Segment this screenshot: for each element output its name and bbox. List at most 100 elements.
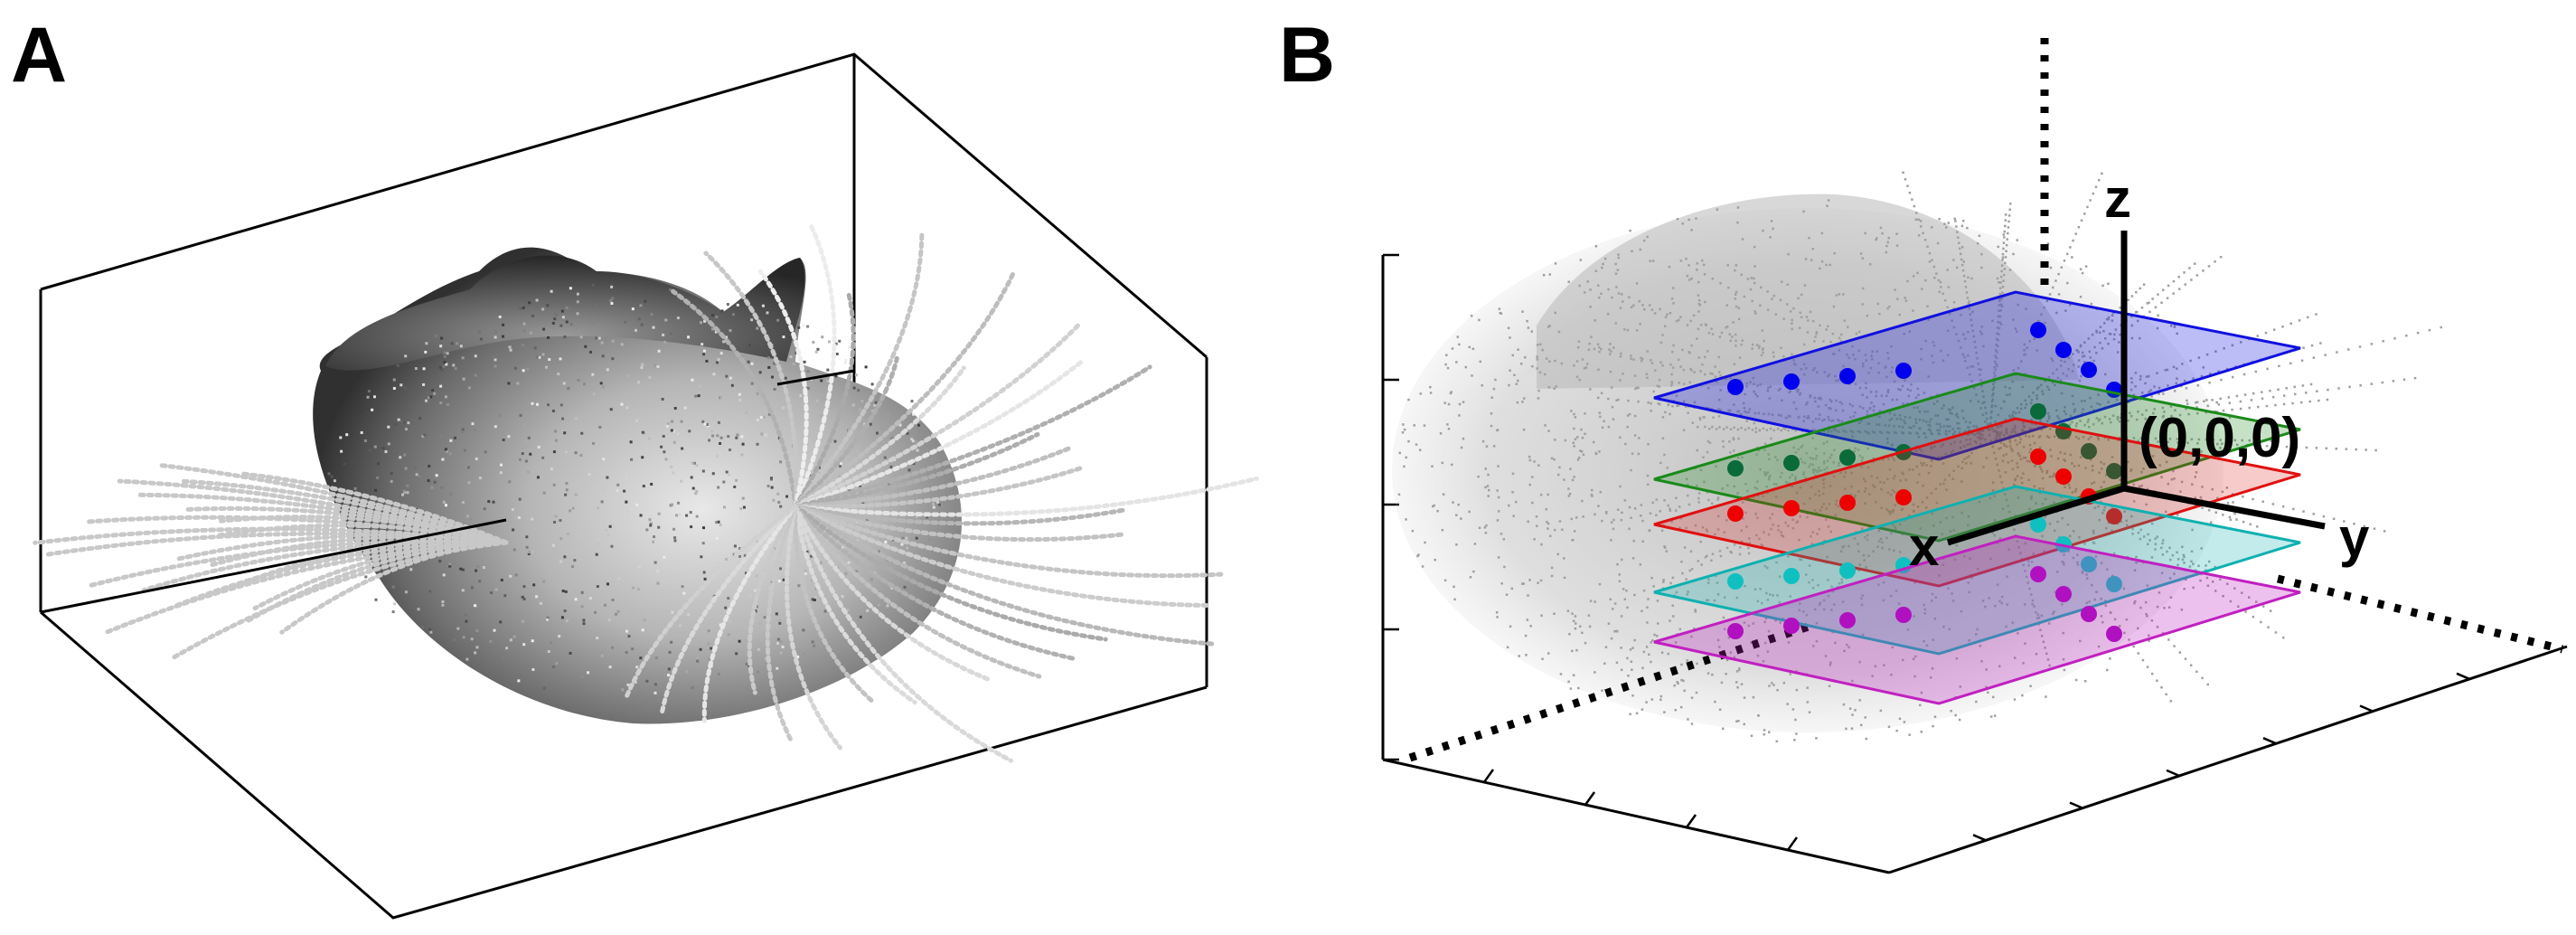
- skull-dot: [681, 447, 684, 450]
- cloud-dot: [2035, 387, 2039, 391]
- cloud-dot: [2030, 495, 2033, 498]
- whisker-track: [793, 504, 1014, 763]
- cloud-dot: [1628, 296, 1631, 299]
- cloud-dot: [2123, 631, 2126, 635]
- cloud-dot: [1961, 460, 1964, 464]
- cloud-dot: [2011, 449, 2014, 452]
- cloud-dot: [2068, 534, 2072, 538]
- cloud-dot: [2130, 295, 2134, 298]
- cloud-dot: [1847, 646, 1850, 649]
- skull-dot: [439, 401, 443, 405]
- cloud-dot: [1686, 274, 1689, 278]
- green-plane-marker: [1727, 460, 1744, 477]
- cloud-dot: [2293, 385, 2297, 389]
- whisker-track: [793, 231, 925, 509]
- whisker-track: [793, 504, 917, 705]
- cloud-dot: [1571, 538, 1574, 542]
- cloud-dot: [1823, 459, 1826, 463]
- cloud-dot: [1725, 304, 1728, 307]
- cloud-dot: [1857, 449, 1860, 451]
- cloud-dot: [1814, 417, 1818, 420]
- cloud-dot: [1887, 725, 1891, 729]
- cloud-dot: [1835, 294, 1838, 297]
- cloud-dot: [2012, 252, 2015, 256]
- cloud-dot: [1832, 305, 1836, 308]
- cloud-dot: [2150, 672, 2154, 675]
- skull-dot: [811, 598, 814, 601]
- skull-dot: [641, 430, 644, 434]
- skull-dot: [393, 602, 397, 606]
- cloud-dot: [2200, 374, 2204, 378]
- cloud-dot: [1597, 368, 1600, 372]
- cloud-dot: [1484, 468, 1488, 470]
- cloud-dot: [2293, 392, 2297, 396]
- cloud-dot: [2047, 436, 2051, 439]
- cloud-dot: [1828, 373, 1831, 376]
- cloud-dot: [1513, 373, 1516, 377]
- cloud-dot: [1757, 494, 1760, 497]
- cloud-dot: [1615, 630, 1619, 633]
- cloud-dot: [1923, 603, 1926, 607]
- cloud-dot: [2176, 551, 2178, 554]
- cloud-dot: [1969, 557, 1971, 560]
- cloud-dot: [1829, 400, 1833, 403]
- cloud-dot: [1641, 708, 1644, 711]
- cloud-dot: [1951, 600, 1955, 602]
- cloud-dot: [1497, 496, 1500, 499]
- cloud-dot: [1917, 473, 1921, 476]
- skull-dot: [661, 397, 664, 401]
- cloud-dot: [1667, 652, 1670, 656]
- skull-dot: [710, 647, 713, 650]
- skull-dot: [639, 514, 643, 517]
- cloud-dot: [1861, 303, 1864, 306]
- cloud-dot: [1640, 514, 1642, 517]
- cloud-dot: [1614, 262, 1617, 266]
- skull-dot: [703, 422, 707, 426]
- cloud-dot: [1769, 593, 1772, 596]
- cloud-dot: [1835, 429, 1838, 432]
- cloud-dot: [1676, 217, 1679, 221]
- skull-dot: [425, 399, 428, 402]
- cloud-dot: [2002, 233, 2006, 236]
- cloud-dot: [1860, 420, 1863, 422]
- skull-dot: [854, 570, 858, 573]
- cloud-dot: [1653, 633, 1656, 637]
- cloud-dot: [1722, 445, 1725, 449]
- cloud-dot: [2107, 342, 2110, 345]
- cloud-dot: [1924, 279, 1927, 282]
- cloud-dot: [1537, 581, 1539, 584]
- cloud-dot: [1524, 634, 1528, 638]
- cloud-dot: [1634, 387, 1637, 391]
- cloud-dot: [1750, 277, 1753, 279]
- cloud-dot: [1928, 251, 1932, 255]
- magenta-plane-marker: [2055, 586, 2072, 602]
- cloud-dot: [1610, 539, 1612, 542]
- cloud-dot: [1970, 432, 1974, 435]
- cloud-dot: [1895, 244, 1899, 247]
- cloud-dot: [1789, 673, 1791, 675]
- z-axis-label: z: [2104, 168, 2131, 229]
- skull-dot: [483, 507, 486, 511]
- cloud-dot: [1908, 426, 1911, 430]
- cloud-dot: [1969, 438, 1972, 441]
- skull-dot: [576, 300, 579, 304]
- cloud-dot: [1979, 330, 1982, 334]
- cloud-dot: [1914, 218, 1918, 222]
- cloud-dot: [1753, 281, 1756, 285]
- skull-dot: [414, 466, 418, 469]
- skull-dot: [806, 386, 810, 390]
- cloud-dot: [1651, 639, 1654, 642]
- cloud-dot: [1598, 411, 1601, 414]
- cloud-dot: [1650, 698, 1654, 701]
- skull-dot: [625, 476, 628, 479]
- skull-dot: [482, 566, 485, 570]
- cloud-dot: [2099, 403, 2101, 406]
- skull-dot: [552, 483, 556, 486]
- cloud-dot: [2064, 309, 2067, 312]
- cloud-dot: [1818, 494, 1821, 497]
- skull-dot: [730, 383, 734, 387]
- skull-dot: [863, 422, 867, 426]
- skull-dot: [396, 364, 400, 367]
- skull-dot: [554, 439, 558, 442]
- cloud-dot: [1766, 290, 1769, 293]
